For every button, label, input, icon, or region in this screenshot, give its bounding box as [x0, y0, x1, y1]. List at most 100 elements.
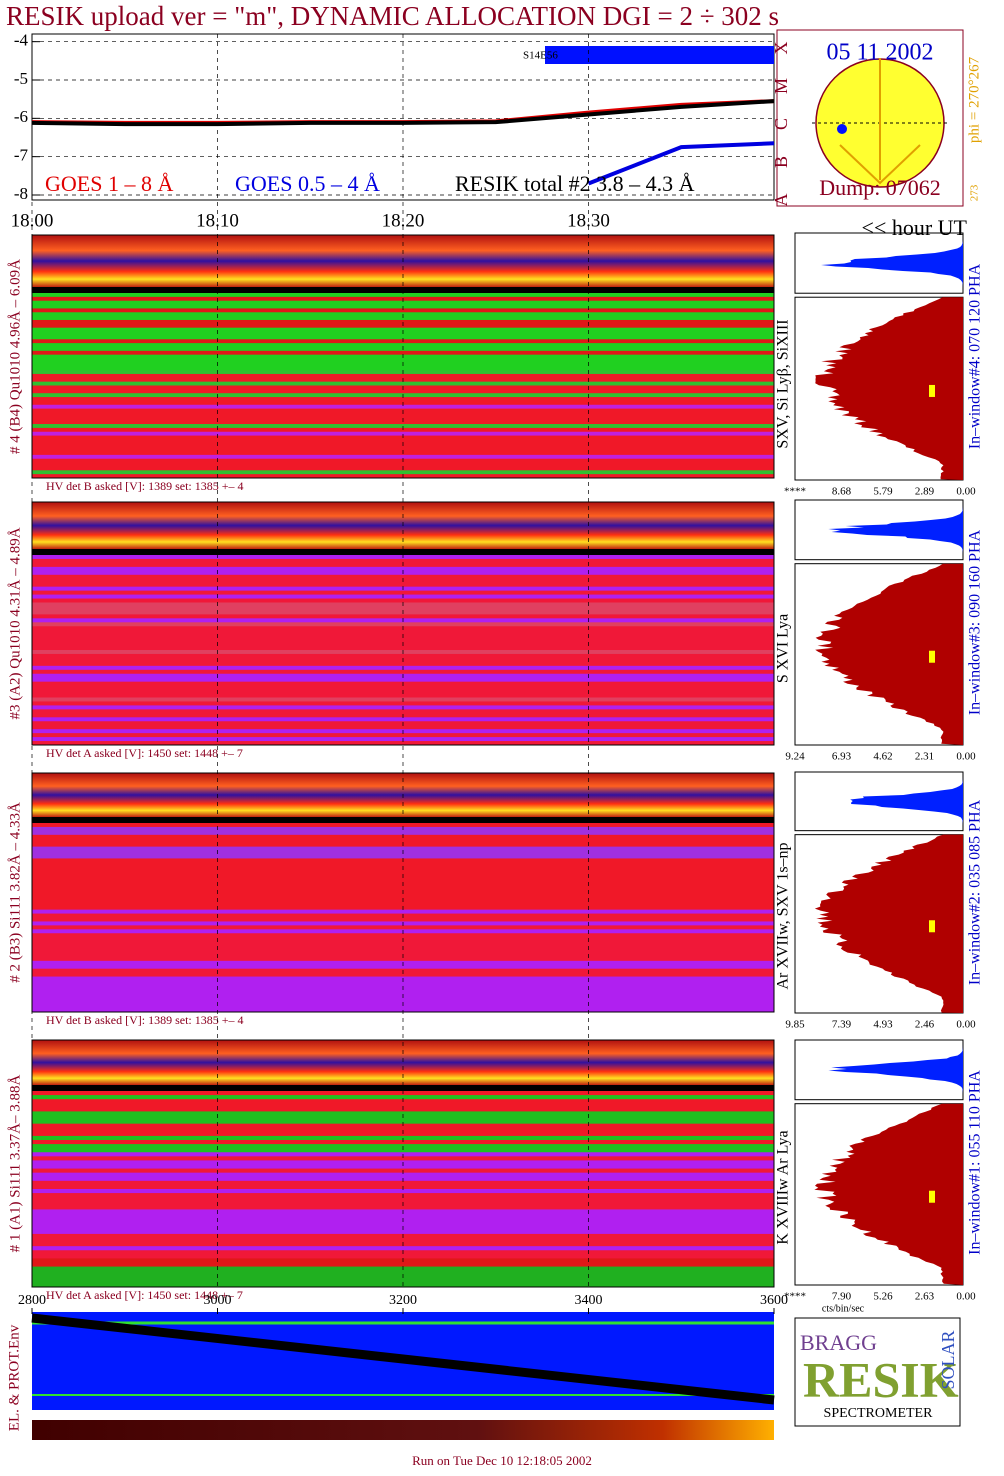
hv-label: HV det B asked [V]: 1389 set: 1385 +– 4 [46, 1013, 244, 1027]
histogram [814, 1103, 963, 1285]
hist-tick-label: 0.00 [956, 486, 976, 498]
spectrum-row [32, 590, 774, 596]
series-line [31, 99, 775, 125]
lines-label: SXV, Si Lyβ, SiXIII [775, 319, 792, 448]
spectrum-row [32, 427, 774, 433]
detector-label: # 2 (B3) Si111 3.82Å – 4.33Å [7, 802, 23, 983]
spectrum-row [32, 1270, 774, 1276]
logo-solar: SOLAR [938, 1330, 958, 1389]
hist-tick-label: 9.24 [785, 751, 805, 763]
spectrum-row [32, 949, 774, 954]
spectrum-row [32, 823, 774, 828]
hist-tick-label: **** [784, 486, 806, 498]
spectrum-row [32, 389, 774, 394]
phi: phi = 270°267 [966, 56, 982, 143]
spectrum-row [32, 909, 774, 915]
hist-tick-label: 5.79 [873, 486, 893, 498]
spectrum-row [32, 454, 774, 460]
flare-class: M [771, 78, 791, 94]
spectrum-row [32, 1103, 774, 1108]
spectrum-row [32, 1119, 774, 1125]
hv-label: HV det A asked [V]: 1450 set: 1448 +– 7 [46, 746, 243, 760]
spectrum-row [32, 901, 774, 907]
histogram-small [821, 238, 963, 289]
spectrum-row [32, 669, 774, 675]
spectrum-row [32, 886, 774, 891]
window-label: In–window#3: 090 160 PHA [967, 529, 984, 715]
detector-label: #3 (A2) Qu1010 4.31Å – 4.89Å [7, 527, 23, 719]
spectrum-row [32, 566, 774, 572]
spectrum-row [32, 293, 774, 298]
x-tick-label: 3600 [760, 1293, 788, 1308]
spectrum-row [32, 741, 774, 746]
hist-tick-label: 2.89 [915, 486, 935, 498]
spectrum-row [32, 420, 774, 425]
page-title: RESIK upload ver = "m", DYNAMIC ALLOCATI… [6, 1, 779, 31]
legend-label: GOES 0.5 – 4 Å [235, 171, 380, 196]
spectrum-row [32, 693, 774, 698]
spectrum-row [32, 980, 774, 985]
spectrum-row [32, 996, 774, 1001]
x-tick-label: 2800 [18, 1293, 46, 1308]
spectrum-row [32, 431, 774, 437]
spectrum-row [32, 397, 774, 402]
spectrum-row [32, 1180, 774, 1186]
window-label: In–window#1: 055 110 PHA [967, 1070, 984, 1255]
spectrum-row [32, 838, 774, 844]
histogram [815, 297, 963, 480]
hist-tick-label: 0.00 [956, 1019, 976, 1031]
spectrum-row [32, 1140, 774, 1145]
spectrum-row [32, 972, 774, 978]
window-marker [929, 384, 935, 397]
spectrum-row [32, 1229, 774, 1235]
hv-label: HV det A asked [V]: 1450 set: 1448 +– 7 [46, 1288, 243, 1302]
spectrum-row [32, 614, 774, 619]
spectrum-row [32, 622, 774, 627]
spectrum-row [32, 373, 774, 379]
logo-bragg: BRAGG [800, 1330, 877, 1355]
spectrum-row [32, 439, 774, 444]
x-tick-label: 3400 [575, 1293, 603, 1308]
spectrum-row [32, 1004, 774, 1009]
spectrum-row [32, 846, 774, 852]
hist-tick-label: 0.00 [956, 1291, 976, 1303]
spectrum-row [32, 638, 774, 643]
window-marker [929, 920, 935, 933]
x-tick-label: 3200 [389, 1293, 417, 1308]
spectrum-row [32, 558, 774, 564]
spectrum-gap [32, 1085, 774, 1091]
spectrum-row [32, 717, 774, 722]
spectrum-row [32, 1278, 774, 1284]
spectrum-row [32, 733, 774, 738]
spectrum-row [32, 1164, 774, 1170]
flare-class: C [771, 118, 791, 130]
x-unit: << hour UT [862, 215, 968, 240]
spectrum-row [32, 606, 774, 611]
hist-tick-label: 7.39 [832, 1019, 852, 1031]
logo-caption: SPECTROMETER [824, 1406, 934, 1421]
spectrum-row [32, 830, 774, 836]
spectrum-row [32, 1156, 774, 1161]
spectrum-row [32, 1131, 774, 1137]
spectrum-row [32, 327, 774, 333]
spectrum-row [32, 725, 774, 730]
lines-label: K XVIIIw Ar Lya [775, 1130, 792, 1244]
spectrum-row [32, 358, 774, 363]
spectrum-row [32, 1254, 774, 1259]
spectrum-row [32, 598, 774, 603]
histogram [814, 834, 963, 1013]
histogram-small [828, 505, 963, 555]
spectrum-row [32, 1189, 774, 1194]
spectrum-row [32, 941, 774, 946]
spectrum-row [32, 412, 774, 417]
legend-label: RESIK total #2 3.8 – 4.3 Å [455, 171, 695, 196]
spectrum-row [32, 574, 774, 580]
hist-tick-label: 6.93 [832, 751, 852, 763]
series-line [31, 99, 775, 127]
spectrum-row [32, 1111, 774, 1116]
spectrum-row [32, 350, 774, 356]
hist-unit: cts/bin/sec [822, 1303, 865, 1314]
phi-bottom: 273 [969, 184, 981, 201]
spectrum-row [32, 381, 774, 386]
lines-label: S XVI Lya [775, 614, 792, 683]
